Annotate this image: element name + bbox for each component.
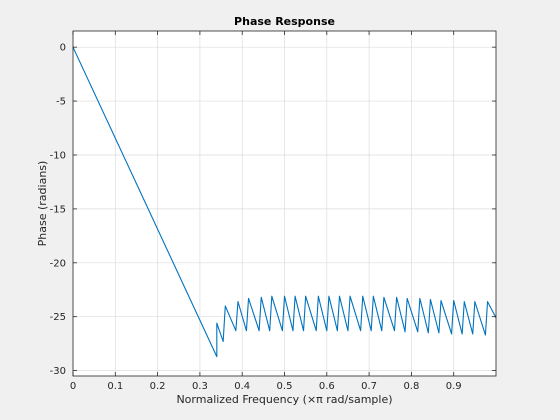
x-tick-label: 0.4: [234, 381, 250, 392]
x-tick-label: 0.8: [403, 381, 419, 392]
y-tick-label: 0: [60, 43, 66, 54]
y-tick-label: -25: [50, 312, 66, 323]
x-tick-label: 0.6: [319, 381, 335, 392]
x-axis-label: Normalized Frequency (×π rad/sample): [176, 393, 392, 406]
y-tick-label: -30: [50, 366, 66, 377]
y-tick-label: -10: [50, 150, 66, 161]
x-tick-label: 0.3: [192, 381, 208, 392]
y-tick-label: -20: [50, 258, 66, 269]
x-tick-label: 0.7: [361, 381, 377, 392]
x-tick-label: 0.9: [446, 381, 462, 392]
y-tick-label: -15: [50, 204, 66, 215]
y-axis-label: Phase (radians): [36, 161, 49, 247]
phase-series-line: [72, 46, 497, 358]
x-tick-label: 0.2: [150, 381, 166, 392]
y-tick-label: -5: [56, 97, 66, 108]
x-tick-label: 0.1: [107, 381, 123, 392]
axis-ticks: 0 0.1 0.2 0.3 0.4 0.5 0.6 0.7 0.8 0.9 0 -5 -10 -15 -20…: [50, 31, 496, 392]
grid-lines: [72, 31, 496, 376]
x-tick-label: 0: [70, 381, 76, 392]
plot-area: [72, 46, 497, 358]
x-tick-label: 0.5: [277, 381, 293, 392]
chart-title: Phase Response: [234, 15, 335, 28]
